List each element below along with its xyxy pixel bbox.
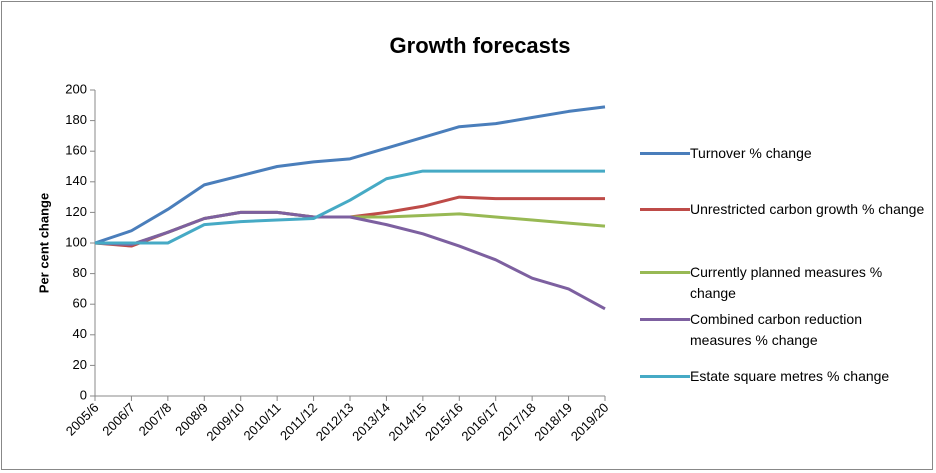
y-tick-label: 160 — [65, 143, 87, 158]
x-tick-label: 2019/20 — [568, 400, 612, 444]
y-tick-label: 140 — [65, 173, 87, 188]
y-tick-label: 180 — [65, 112, 87, 127]
x-tick-label: 2005/6 — [63, 400, 102, 439]
x-tick-label: 2016/17 — [458, 400, 502, 444]
y-axis-label: Per cent change — [36, 193, 51, 293]
y-tick-label: 0 — [80, 387, 87, 402]
x-tick-label: 2013/14 — [349, 400, 393, 444]
legend-label: Unrestricted carbon growth % change — [690, 201, 925, 217]
x-tick-label: 2011/12 — [277, 400, 320, 443]
series-line — [94, 195, 605, 248]
series-line — [95, 169, 605, 245]
legend-label: Turnover % change — [690, 145, 812, 161]
x-tick-label: 2010/11 — [241, 400, 284, 443]
legend-swatch — [640, 271, 690, 274]
legend-label: Currently planned measures % change — [690, 264, 883, 301]
legend-item: Estate square metres % change — [640, 366, 930, 387]
x-tick-label: 2006/7 — [99, 400, 138, 439]
y-tick-label: 200 — [65, 81, 87, 96]
x-tick-label: 2018/19 — [531, 400, 575, 444]
y-tick-label: 20 — [73, 357, 87, 372]
y-tick-label: 80 — [73, 265, 87, 280]
legend-item: Unrestricted carbon growth % change — [640, 199, 930, 220]
legend-item: Combined carbon reduction measures % cha… — [640, 309, 930, 351]
chart-title: Growth forecasts — [390, 33, 571, 58]
legend-swatch — [640, 152, 690, 155]
y-tick-label: 120 — [65, 204, 87, 219]
y-tick-label: 100 — [65, 234, 87, 249]
legend-swatch — [640, 375, 690, 378]
legend-swatch — [640, 208, 690, 211]
x-tick-label: 2014/15 — [386, 400, 430, 444]
legend-item: Turnover % change — [640, 143, 930, 164]
series-line — [94, 105, 606, 245]
x-tick-label: 2007/8 — [136, 400, 175, 439]
series-line — [94, 210, 606, 311]
x-tick-label: 2009/10 — [203, 400, 247, 444]
legend-label: Combined carbon reduction measures % cha… — [690, 311, 862, 348]
legend-item: Currently planned measures % change — [640, 262, 930, 304]
x-tick-label: 2015/16 — [422, 400, 466, 444]
legend-swatch — [640, 318, 690, 321]
y-tick-label: 60 — [73, 296, 87, 311]
x-tick-label: 2017/18 — [495, 400, 539, 444]
y-tick-label: 40 — [73, 326, 87, 341]
legend-label: Estate square metres % change — [690, 368, 890, 384]
x-tick-label: 2012/13 — [313, 400, 357, 444]
